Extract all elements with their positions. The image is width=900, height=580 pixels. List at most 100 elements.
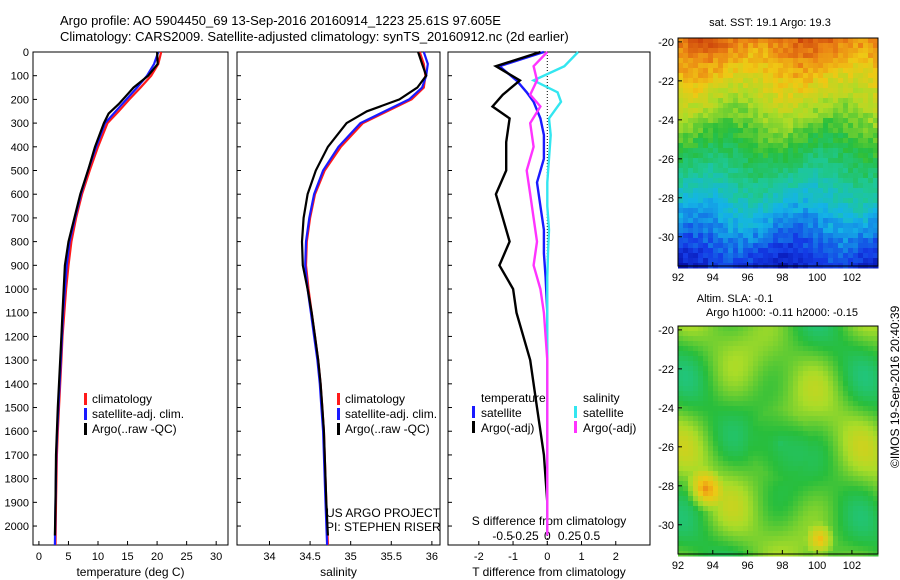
legend-swatch-clim xyxy=(337,393,340,405)
depth-tick-label: 0 xyxy=(23,47,29,59)
map-y-tick-label: -22 xyxy=(658,76,674,88)
annotation-project: US ARGO PROJECT xyxy=(326,506,441,520)
legend-swatch-s-sat xyxy=(574,406,577,418)
x-tick-label: 25 xyxy=(181,551,193,563)
map-x-tick-label: 100 xyxy=(808,272,826,284)
x-tick-label: 35 xyxy=(345,551,357,563)
map-y-tick-label: -30 xyxy=(658,232,674,244)
s-tick-label: 0.5 xyxy=(583,529,600,543)
depth-tick-label: 1500 xyxy=(5,403,29,415)
depth-tick-label: 2000 xyxy=(5,521,29,533)
depth-tick-label: 100 xyxy=(11,71,29,83)
map-x-tick-label: 96 xyxy=(741,272,753,284)
s-tick-label: -0.5 xyxy=(492,529,513,543)
footer-credit: ©IMOS 19-Sep-2016 20:40:39 xyxy=(888,305,900,468)
depth-tick-label: 1700 xyxy=(5,450,29,462)
x-tick-label: 10 xyxy=(92,551,104,563)
depth-tick-label: 1600 xyxy=(5,426,29,438)
legend-label-clim: climatology xyxy=(92,392,152,406)
depth-tick-label: 300 xyxy=(11,118,29,130)
map-x-tick-label: 92 xyxy=(672,272,684,284)
page-title-line2: Climatology: CARS2009. Satellite-adjuste… xyxy=(60,29,569,44)
legend-swatch-argo xyxy=(337,423,340,435)
legend-label-s-argo: Argo(-adj) xyxy=(583,421,636,435)
map-heatmap-4 xyxy=(678,326,879,557)
map-x-tick-label: 94 xyxy=(707,272,719,284)
legend-label-clim: climatology xyxy=(345,392,405,406)
depth-tick-label: 500 xyxy=(11,166,29,178)
map-y-tick-label: -24 xyxy=(658,403,674,415)
map-x-tick-label: 94 xyxy=(707,560,719,572)
legend-head-salinity: salinity xyxy=(583,391,620,405)
map-title-sst: sat. SST: 19.1 Argo: 19.3 xyxy=(709,17,831,29)
map-y-tick-label: -24 xyxy=(658,115,674,127)
series-line-satellite-adj--clim- xyxy=(304,51,429,546)
series-line-diff-1 xyxy=(490,50,549,536)
map-x-tick-label: 96 xyxy=(741,560,753,572)
map-x-tick-label: 100 xyxy=(808,560,826,572)
s-tick-label: 0 xyxy=(544,529,551,543)
map-title-sla: Altim. SLA: -0.1 xyxy=(697,293,773,305)
map-x-tick-label: 98 xyxy=(776,560,788,572)
legend-swatch-s-argo xyxy=(574,421,577,433)
map-y-tick-label: -28 xyxy=(658,193,674,205)
depth-tick-label: 1300 xyxy=(5,355,29,367)
x-tick-label: 0 xyxy=(544,551,550,563)
depth-tick-label: 1000 xyxy=(5,284,29,296)
map-y-tick-label: -28 xyxy=(658,481,674,493)
map-subtitle-sla: Argo h1000: -0.11 h2000: -0.15 xyxy=(706,307,858,319)
depth-tick-label: 1200 xyxy=(5,331,29,343)
s-tick-label: -0.25 xyxy=(511,529,539,543)
map-x-tick-label: 98 xyxy=(776,272,788,284)
x-tick-label: 1 xyxy=(578,551,584,563)
legend-label-s-sat: satellite xyxy=(583,406,624,420)
series-line-argo---raw--qc- xyxy=(53,51,159,536)
legend-swatch-t-sat xyxy=(472,406,475,418)
depth-tick-label: 1400 xyxy=(5,379,29,391)
depth-tick-label: 600 xyxy=(11,189,29,201)
map-y-tick-label: -30 xyxy=(658,520,674,532)
plot-frame-1 xyxy=(236,51,441,546)
x-tick-label: 35.5 xyxy=(381,551,402,563)
legend-label-sat: satellite-adj. clim. xyxy=(345,407,437,421)
plot-frame-diff xyxy=(447,51,651,546)
legend-label-argo: Argo(..raw -QC) xyxy=(92,422,177,436)
map-frame-4 xyxy=(677,325,879,555)
x-tick-label: 34.5 xyxy=(299,551,320,563)
x-tick-label: 0 xyxy=(36,551,42,563)
x-axis-label: temperature (deg C) xyxy=(76,565,184,579)
map-frame-3 xyxy=(677,37,879,267)
map-y-tick-label: -26 xyxy=(658,154,674,166)
series-line-diff-3 xyxy=(525,51,549,536)
legend-label-sat: satellite-adj. clim. xyxy=(92,407,184,421)
x-tick-label: 34 xyxy=(263,551,275,563)
map-y-tick-label: -22 xyxy=(658,364,674,376)
legend-head-temperature: temperature xyxy=(481,391,546,405)
x-tick-label: 20 xyxy=(151,551,163,563)
series-line-climatology xyxy=(54,51,163,546)
map-x-tick-label: 102 xyxy=(843,272,861,284)
depth-tick-label: 400 xyxy=(11,142,29,154)
legend-label-t-sat: satellite xyxy=(481,406,522,420)
x-tick-label: 15 xyxy=(121,551,133,563)
depth-tick-label: 1800 xyxy=(5,474,29,486)
depth-tick-label: 900 xyxy=(11,260,29,272)
s-axis-label: S difference from climatology xyxy=(472,514,627,528)
s-tick-label: 0.25 xyxy=(558,529,582,543)
map-y-tick-label: -20 xyxy=(658,325,674,337)
x-tick-label: -1 xyxy=(508,551,518,563)
series-line-argo---raw--qc- xyxy=(300,51,428,536)
legend-swatch-clim xyxy=(84,393,87,405)
x-axis-label: T difference from climatology xyxy=(472,565,626,579)
depth-tick-label: 1900 xyxy=(5,497,29,509)
map-y-tick-label: -20 xyxy=(658,37,674,49)
depth-tick-label: 1100 xyxy=(5,308,29,320)
depth-tick-label: 200 xyxy=(11,94,29,106)
x-axis-label: salinity xyxy=(320,565,357,579)
legend-swatch-sat xyxy=(84,408,87,420)
depth-tick-label: 800 xyxy=(11,237,29,249)
map-x-tick-label: 102 xyxy=(843,560,861,572)
legend-label-argo: Argo(..raw -QC) xyxy=(345,422,430,436)
legend-swatch-t-argo xyxy=(472,421,475,433)
